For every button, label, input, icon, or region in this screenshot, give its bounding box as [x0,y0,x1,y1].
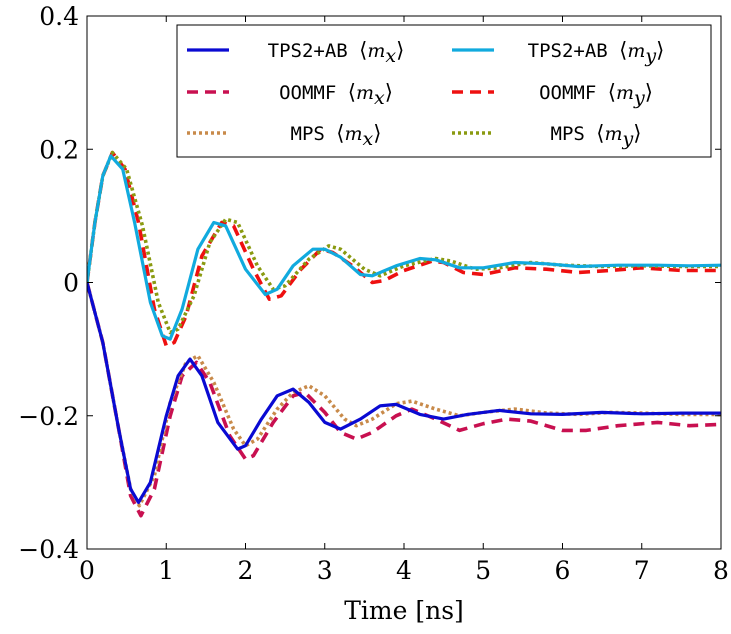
x-axis-label: Time [ns] [344,596,464,625]
legend: TPS2+AB ⟨mx⟩ TPS2+AB ⟨my⟩ OOMMF ⟨mx⟩ OOMMF … [176,24,712,158]
legend-box [176,24,712,158]
legend-label: TPS2+AB ⟨my⟩ [528,38,665,67]
series-line-mps-mx [87,282,721,508]
x-tick-label: 3 [317,556,333,585]
y-tick-label: 0.4 [39,2,79,31]
series-layer [87,150,721,518]
legend-label: MPS ⟨mx⟩ [291,121,382,150]
series-line-tps2-ab-mx [87,282,721,504]
x-tick-label: 2 [238,556,254,585]
x-tick-label: 4 [396,556,412,585]
axes-layer: 0 1 2 3 4 5 6 7 8 −0.4 −0.2 0 0.2 0.4 [18,2,729,585]
x-tick-label: 8 [713,556,729,585]
series-line-tps2-ab-my [87,154,721,341]
legend-label: OOMMF ⟨my⟩ [539,80,653,109]
x-tick-label: 1 [158,556,174,585]
legend-label: TPS2+AB ⟨mx⟩ [268,38,405,67]
series-line-oommf-my [87,150,721,348]
y-tick-label: −0.4 [18,535,79,564]
legend-label: MPS ⟨my⟩ [551,121,642,150]
legend-label: OOMMF ⟨mx⟩ [279,80,393,109]
y-tick-label: 0.2 [39,135,79,164]
y-tick-label: 0 [63,269,79,298]
x-tick-label: 7 [634,556,650,585]
y-tick-label: −0.2 [18,402,79,431]
x-tick-label: 6 [555,556,571,585]
x-tick-label: 5 [475,556,491,585]
series-line-oommf-mx [87,282,721,518]
x-tick-label: 0 [79,556,95,585]
